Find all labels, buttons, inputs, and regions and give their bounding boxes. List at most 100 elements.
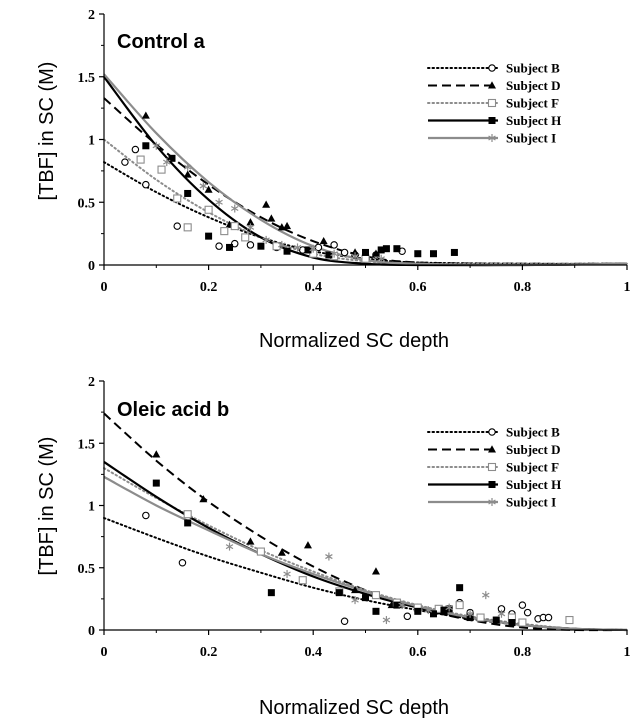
point-subject-h xyxy=(257,242,265,250)
fit-line-subject-b xyxy=(103,161,628,265)
point-subject-f xyxy=(518,618,527,627)
point-subject-b xyxy=(142,511,150,520)
chart-title: Oleic acid b xyxy=(117,399,229,421)
point-subject-d xyxy=(267,214,276,222)
x-tick-label: 1 xyxy=(624,645,631,660)
point-subject-i xyxy=(424,606,433,615)
point-subject-f xyxy=(476,613,485,622)
legend-marker xyxy=(488,134,496,142)
point-subject-i xyxy=(246,223,255,232)
legend-entry-subject-b: Subject B xyxy=(427,425,560,440)
point-subject-h xyxy=(414,250,422,258)
y-axis-label: [TBF] in SC (M) xyxy=(36,62,58,201)
point-subject-h xyxy=(508,619,516,627)
point-subject-b xyxy=(523,608,532,617)
point-subject-i xyxy=(309,244,317,253)
point-subject-f xyxy=(204,205,213,214)
point-subject-i xyxy=(215,198,223,207)
point-subject-i xyxy=(225,542,234,551)
point-subject-i xyxy=(152,141,161,150)
point-subject-d xyxy=(183,170,192,178)
legend-label: Subject D xyxy=(506,78,561,93)
point-subject-f xyxy=(371,591,381,600)
y-tick-label: 1.5 xyxy=(78,437,96,452)
point-subject-b xyxy=(246,241,255,249)
point-subject-i xyxy=(162,158,171,167)
point-subject-b xyxy=(340,617,349,626)
point-subject-i xyxy=(199,181,208,190)
point-subject-b xyxy=(518,601,527,609)
y-tick-labels: 0 0.5 1 1.5 2 xyxy=(78,375,96,639)
x-tick-label: 0.4 xyxy=(304,280,322,295)
point-subject-h xyxy=(362,594,369,602)
legend-label: Subject H xyxy=(506,113,561,128)
point-subject-h xyxy=(184,189,192,197)
point-subject-b xyxy=(142,180,150,189)
legend-marker xyxy=(488,81,496,89)
point-subject-d xyxy=(371,567,380,575)
point-subject-f xyxy=(298,576,307,585)
point-subject-h xyxy=(492,616,500,624)
point-subject-h xyxy=(283,247,291,255)
point-subject-b xyxy=(121,158,129,166)
point-subject-h xyxy=(205,232,213,240)
y-tick-label: 2 xyxy=(88,375,95,390)
point-subject-f xyxy=(183,223,192,232)
point-subject-d xyxy=(283,221,292,230)
point-subject-h xyxy=(372,607,380,615)
point-subject-b xyxy=(215,242,223,250)
fit-line-subject-b xyxy=(103,517,628,631)
y-tick-label: 0 xyxy=(88,259,95,274)
point-subject-b xyxy=(544,613,553,622)
point-subject-h xyxy=(142,142,150,150)
y-tick-label: 1 xyxy=(88,500,95,515)
y-tick-label: 0.5 xyxy=(78,562,96,577)
point-subject-i xyxy=(482,591,490,600)
point-subject-d xyxy=(351,585,360,594)
point-subject-f xyxy=(455,601,464,610)
point-subject-i xyxy=(398,601,406,610)
data-points xyxy=(142,450,574,627)
x-tick-label: 0 xyxy=(101,645,108,660)
y-tick-label: 0 xyxy=(88,624,95,639)
legend-label: Subject F xyxy=(506,96,559,111)
legend-label: Subject H xyxy=(506,477,561,492)
point-subject-f xyxy=(183,510,192,519)
point-subject-d xyxy=(152,450,161,458)
legend: Subject B Subject D Subject F Subject H Subj… xyxy=(427,61,561,146)
point-subject-h xyxy=(377,246,385,254)
point-subject-h xyxy=(440,606,448,614)
axes xyxy=(99,13,628,270)
point-subject-i xyxy=(293,243,302,252)
point-subject-b xyxy=(403,612,412,621)
point-subject-f xyxy=(565,615,574,625)
point-subject-i xyxy=(351,252,359,261)
point-subject-i xyxy=(262,235,270,244)
point-subject-f xyxy=(241,233,250,242)
legend-label: Subject D xyxy=(506,442,561,457)
y-tick-label: 0.5 xyxy=(78,196,96,211)
point-subject-h xyxy=(335,589,343,597)
legend-marker xyxy=(488,445,496,453)
fit-line-subject-d xyxy=(103,412,628,632)
point-subject-d xyxy=(246,218,255,226)
x-tick-label: 0 xyxy=(101,280,108,295)
legend-entry-subject-i: Subject I xyxy=(428,131,556,146)
point-subject-i xyxy=(377,254,385,263)
legend-entry-subject-h: Subject H xyxy=(428,477,561,492)
point-subject-d xyxy=(319,236,328,245)
axes xyxy=(99,380,628,635)
chart-oleic-acid-b: 0 0.5 1 1.5 2 0 0.2 0.4 0.6 0.8 1 Oleic acid b [T… xyxy=(36,375,631,719)
x-tick-label: 0.8 xyxy=(514,645,532,660)
y-tick-label: 1 xyxy=(88,134,95,149)
point-subject-b xyxy=(231,239,239,248)
point-subject-f xyxy=(220,227,229,236)
point-subject-i xyxy=(230,204,239,213)
point-subject-i xyxy=(325,552,333,561)
x-tick-label: 0.4 xyxy=(304,645,322,660)
legend-marker xyxy=(488,64,496,72)
point-subject-h xyxy=(304,246,312,254)
point-subject-b xyxy=(178,559,187,567)
point-subject-b xyxy=(131,145,140,154)
point-subject-h xyxy=(184,519,192,527)
